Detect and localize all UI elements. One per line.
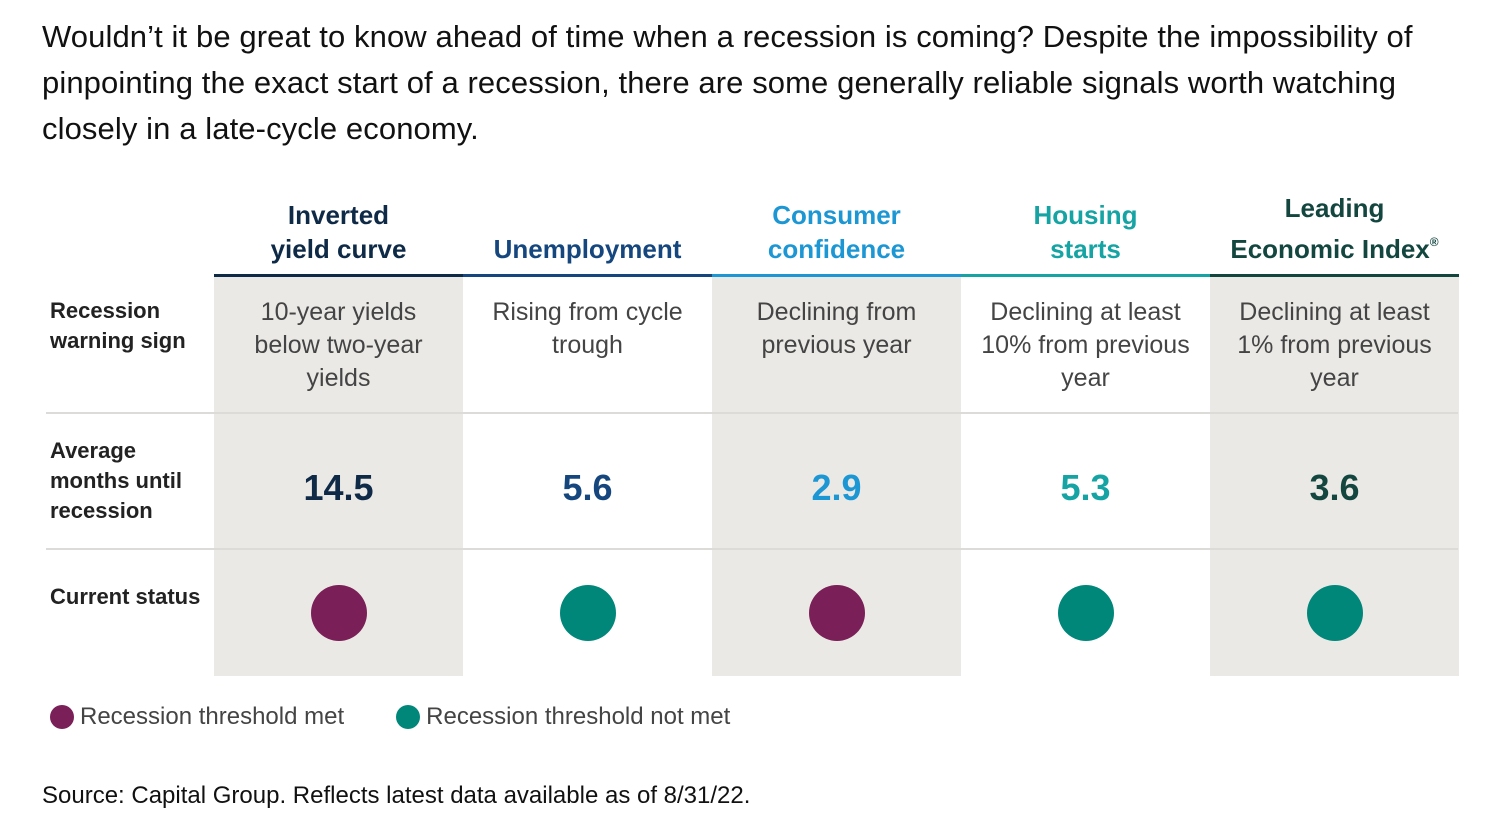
- column-header-rule: [712, 274, 961, 277]
- row-label-warning-sign: Recession warning sign: [50, 298, 186, 353]
- status-dot: [808, 585, 865, 641]
- column-header: Housing starts: [1033, 200, 1138, 264]
- legend-swatch: [50, 705, 74, 729]
- column-header: Inverted yield curve: [270, 200, 407, 264]
- warning-sign-text: Declining at least 1% from previous year: [1237, 298, 1432, 392]
- column-header-rule: [961, 274, 1210, 277]
- column-header-rule: [463, 274, 712, 277]
- status-dot: [1057, 585, 1114, 641]
- warning-sign-text: Declining from previous year: [756, 298, 917, 359]
- indicator-table: Recession warning sign Average months un…: [46, 193, 1459, 676]
- warning-sign-text: Rising from cycle trough: [492, 298, 683, 359]
- row-label-status: Current status: [50, 584, 201, 609]
- status-dot: [559, 585, 616, 641]
- row-divider: [46, 548, 1458, 550]
- legend-item: Recession threshold not met: [396, 703, 730, 731]
- avg-months-value: 14.5: [303, 467, 374, 508]
- avg-months-value: 5.6: [562, 467, 613, 508]
- legend-item: Recession threshold met: [50, 703, 344, 731]
- legend-label: Recession threshold met: [80, 703, 345, 730]
- warning-sign-text: 10-year yields below two-year yields: [254, 298, 423, 392]
- avg-months-value: 5.3: [1060, 467, 1111, 508]
- legend: Recession threshold met Recession thresho…: [50, 703, 782, 731]
- source-note: Source: Capital Group. Reflects latest d…: [42, 782, 751, 809]
- avg-months-value: 3.6: [1309, 467, 1360, 508]
- legend-swatch: [396, 705, 421, 729]
- intro-paragraph: Wouldn’t it be great to know ahead of ti…: [42, 19, 1413, 146]
- warning-sign-text: Declining at least 10% from previous yea…: [981, 298, 1190, 392]
- column-header: Leading Economic Index®: [1230, 193, 1439, 264]
- column-header-rule: [1210, 274, 1459, 277]
- column-header: Unemployment: [493, 234, 682, 264]
- status-dot: [310, 585, 367, 641]
- legend-label: Recession threshold not met: [426, 703, 731, 730]
- column-header: Consumer confidence: [767, 200, 906, 264]
- row-divider: [46, 412, 1458, 414]
- row-label-months: Average months until recession: [50, 438, 182, 523]
- status-dot: [1306, 585, 1363, 641]
- column-header-rule: [214, 274, 463, 277]
- avg-months-value: 2.9: [811, 467, 862, 508]
